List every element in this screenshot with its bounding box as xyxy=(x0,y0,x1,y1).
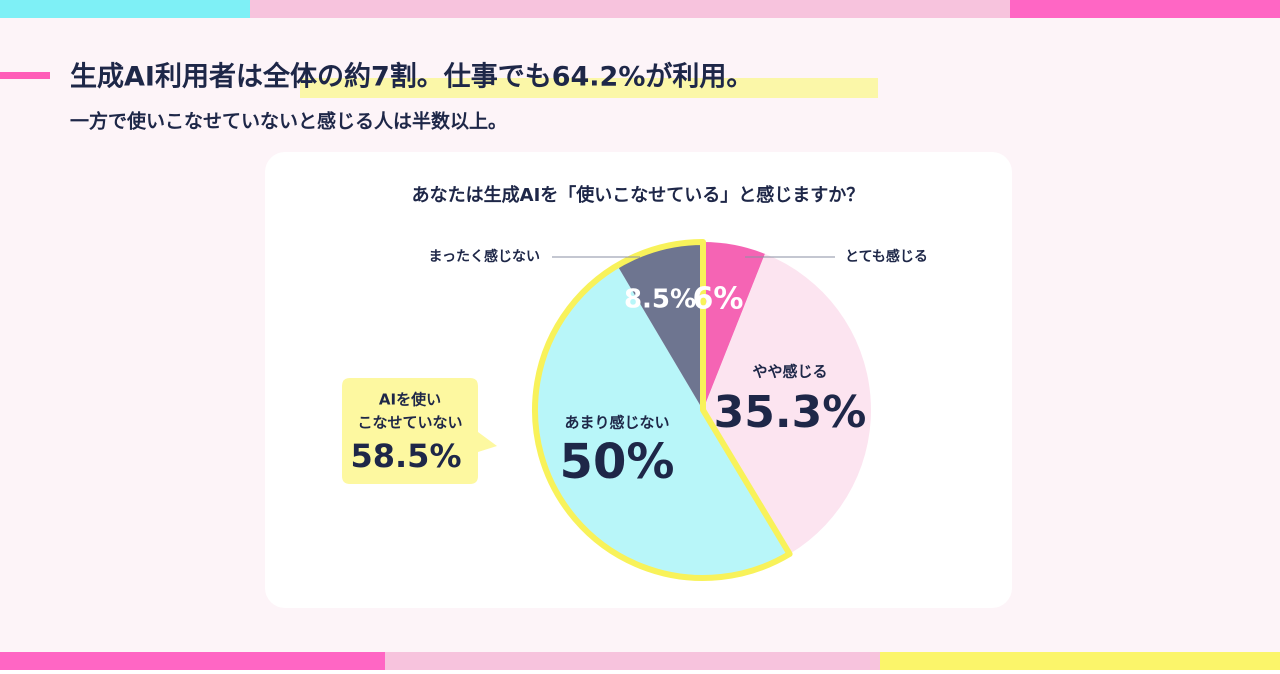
bottom-stripe xyxy=(880,652,1280,670)
category-label: あまり感じない xyxy=(564,414,669,432)
top-stripe xyxy=(0,0,250,18)
value-label: 8.5% xyxy=(624,285,696,315)
callout-text: AIを使い xyxy=(379,391,441,409)
callout-text: こなせていない xyxy=(357,414,462,432)
value-label: 35.3% xyxy=(714,387,867,438)
category-label: やや感じる xyxy=(752,363,827,381)
group-outline xyxy=(532,239,793,581)
bottom-stripe xyxy=(0,652,385,670)
subheadline: 一方で使いこなせていないと感じる人は半数以上。 xyxy=(70,110,507,133)
value-label: 6% xyxy=(693,282,744,317)
bottom-stripe xyxy=(385,652,880,670)
pie xyxy=(532,239,871,581)
chart-title: あなたは生成AIを「使いこなせている」と感じますか？ xyxy=(412,184,865,206)
category-label: まったく感じない xyxy=(429,248,540,265)
highlight xyxy=(300,78,878,98)
callout-value: 58.5% xyxy=(350,437,461,475)
top-stripe xyxy=(250,0,1010,18)
callout-box xyxy=(342,378,497,484)
value-label: 50% xyxy=(560,434,675,490)
accent-dash xyxy=(0,72,50,79)
headline: 生成AI利用者は全体の約7割。仕事でも64.2%が利用。 xyxy=(70,61,753,93)
category-label: とても感じる xyxy=(845,248,928,265)
pie-slice xyxy=(703,242,765,410)
pie-slice xyxy=(617,242,703,410)
pie-slice xyxy=(535,265,790,578)
top-stripe xyxy=(1010,0,1280,18)
